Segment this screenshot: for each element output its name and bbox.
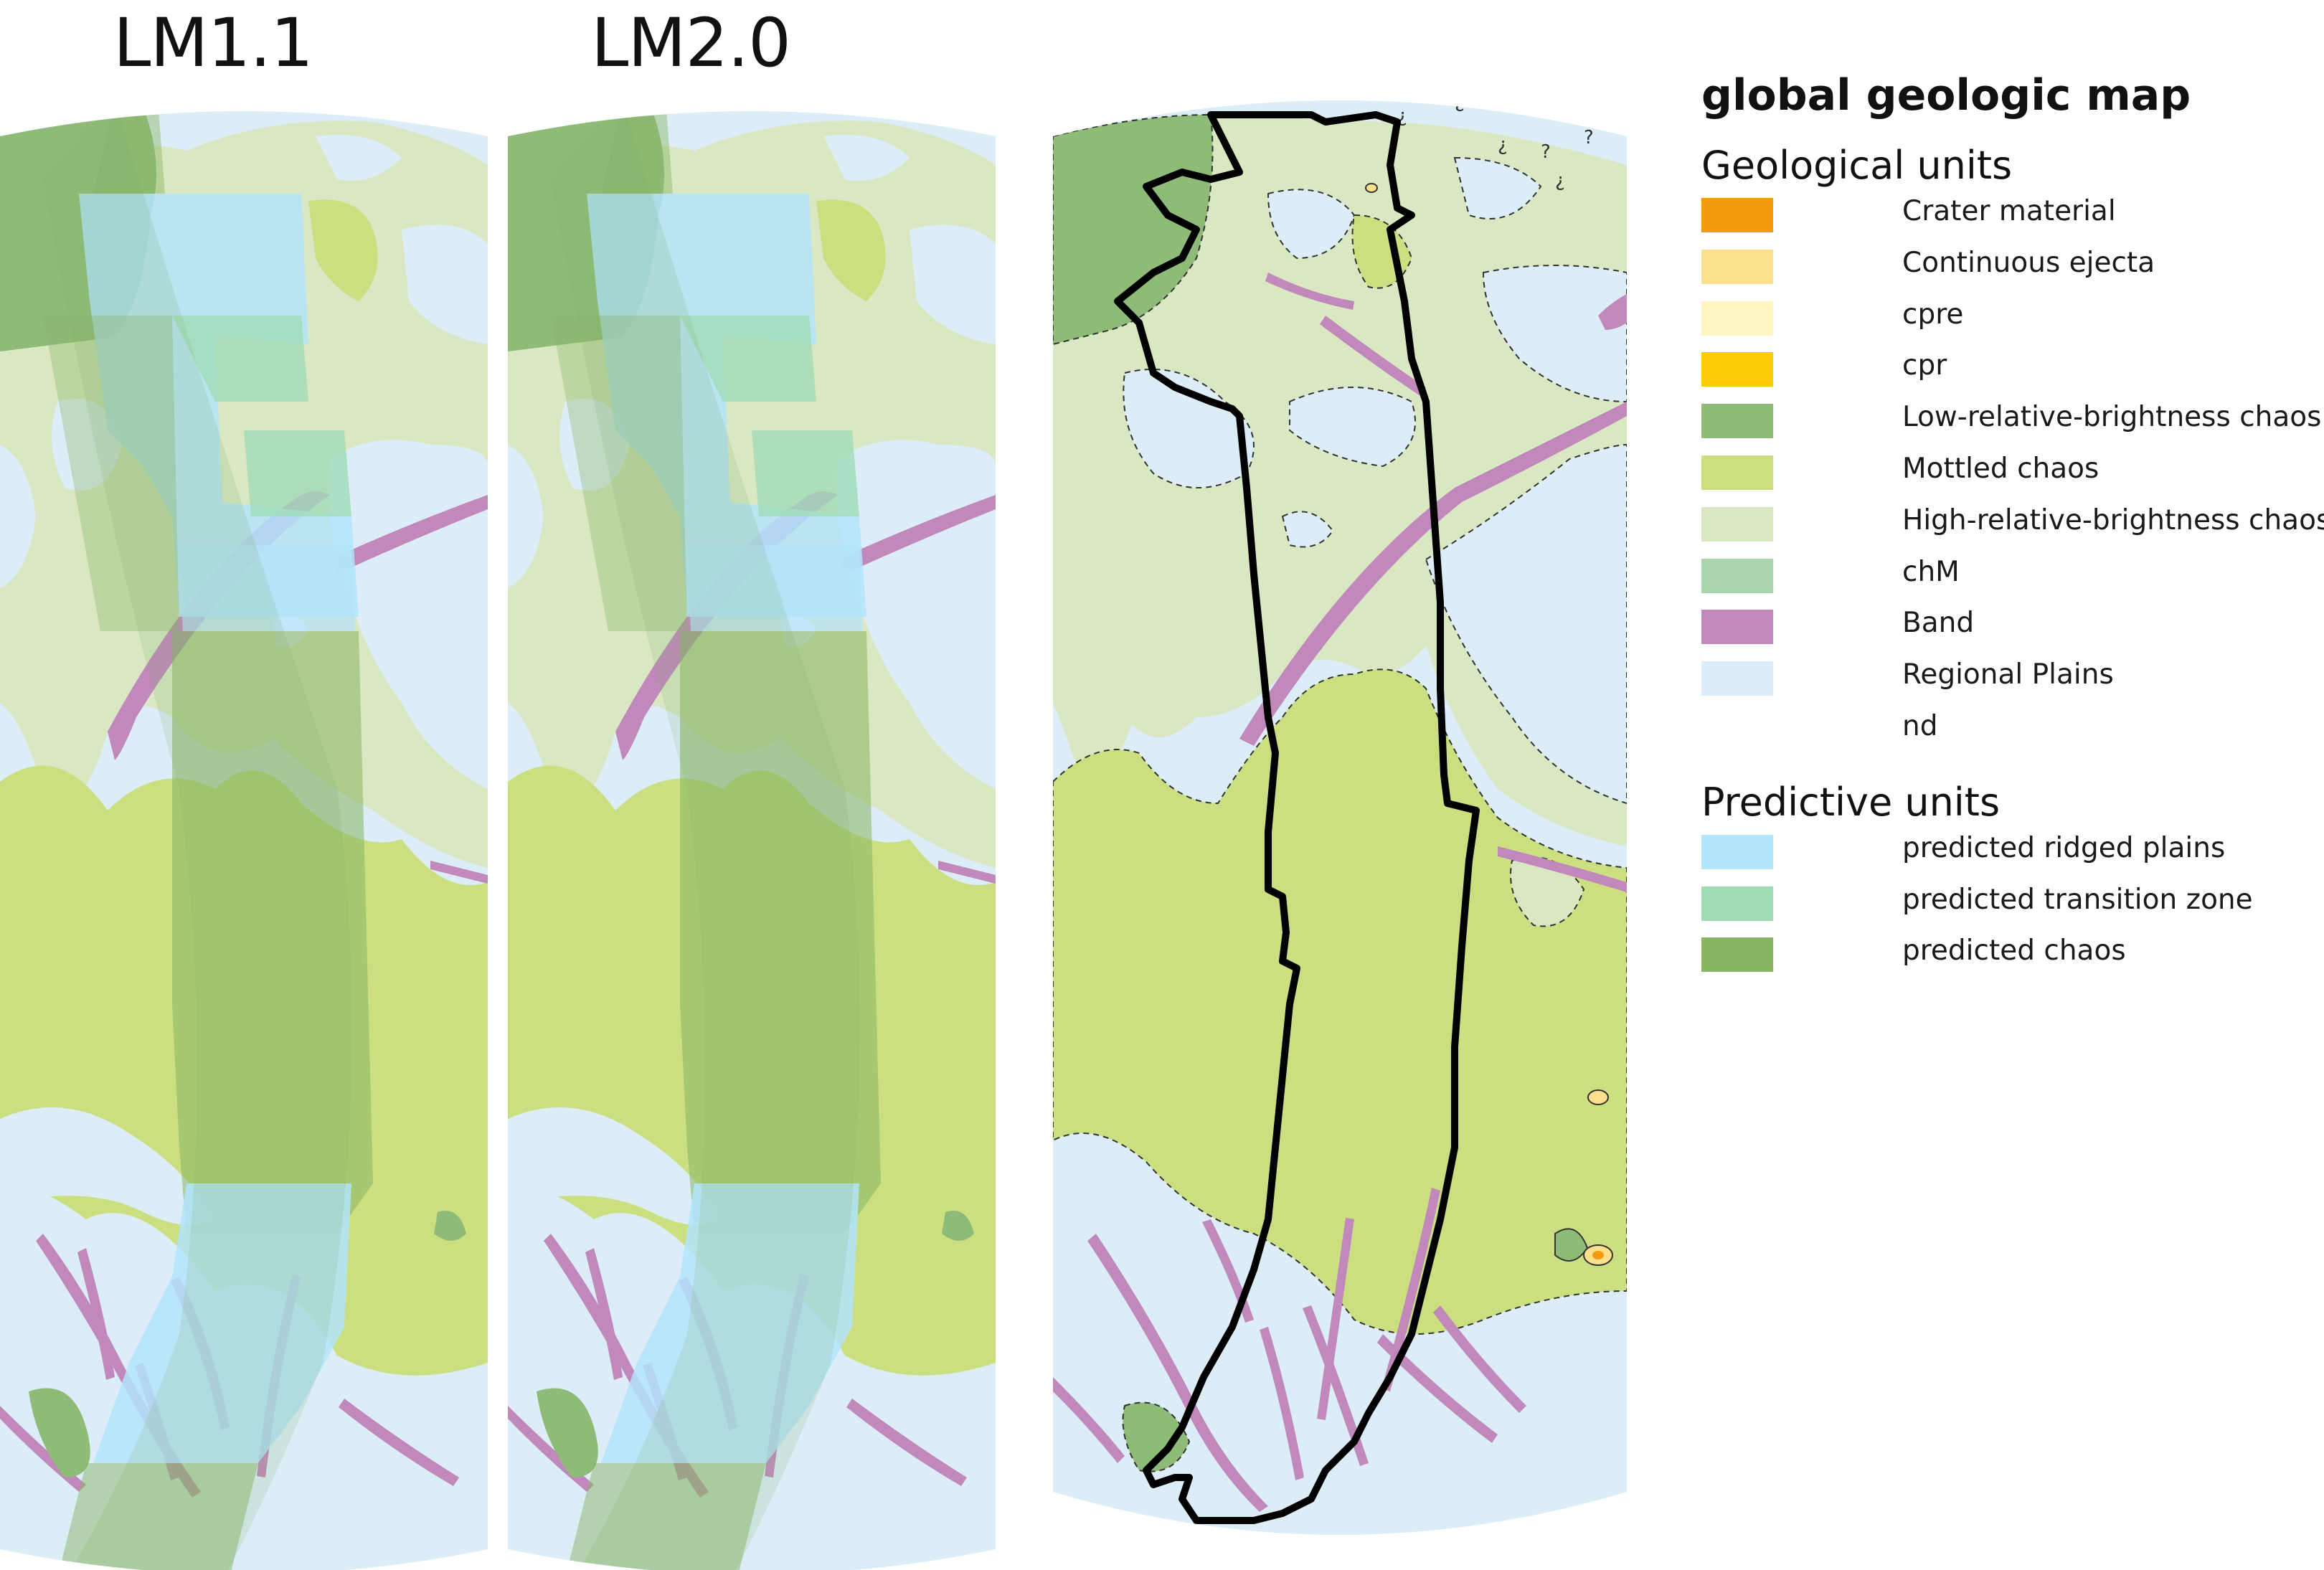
legend-label: Mottled chaos [1902, 452, 2099, 485]
legend-item: predicted chaos [1701, 927, 2318, 979]
svg-text:¿: ¿ [1455, 91, 1465, 113]
legend-label: predicted transition zone [1902, 883, 2253, 916]
legend-item: Band [1701, 600, 2318, 651]
legend-swatch [1701, 506, 1773, 542]
geological-units-heading: Geological units [1701, 143, 2013, 188]
legend-item: predicted transition zone [1701, 876, 2318, 928]
map-lm20 [508, 111, 996, 1570]
legend-swatch [1701, 404, 1773, 439]
legend-label: Band [1902, 607, 1975, 640]
legend-label: Regional Plains [1902, 658, 2114, 691]
panel-lm20: LM2.0 [508, 0, 996, 1570]
legend-item: Regional Plains [1701, 651, 2318, 703]
legend-label: Continuous ejecta [1902, 246, 2155, 279]
legend-swatch [1701, 352, 1773, 387]
legend-label: predicted chaos [1902, 935, 2126, 968]
legend-item: Low-relative-brightness chaos [1701, 394, 2322, 445]
legend-item: Continuous ejecta [1701, 240, 2318, 291]
legend-label: High-relative-brightness chaos [1902, 503, 2324, 536]
legend-label: Low-relative-brightness chaos [1902, 401, 2322, 434]
legend-title: global geologic map [1701, 70, 2191, 120]
legend-swatch [1701, 249, 1773, 284]
legend-swatch [1701, 558, 1773, 593]
legend-swatch [1701, 937, 1773, 973]
legend-swatch [1701, 455, 1773, 490]
map-geologic: ¿ ¿ ¿ ? ? ¿ [1053, 91, 1627, 1535]
panel-geologic: ¿ ¿ ¿ ? ? ¿ [1053, 0, 1627, 1570]
legend-item: High-relative-brightness chaos [1701, 497, 2324, 549]
legend: global geologic map Geological units Cra… [1701, 63, 2324, 979]
legend-label: predicted ridged plains [1902, 831, 2226, 864]
map-lm11 [0, 111, 488, 1570]
svg-text:?: ? [1541, 141, 1551, 163]
predictive-units-list: predicted ridged plains predicted transit… [1701, 825, 2318, 979]
legend-label: Crater material [1902, 195, 2116, 227]
legend-swatch [1701, 198, 1773, 232]
legend-label: chM [1902, 555, 1960, 588]
predictive-units-heading: Predictive units [1701, 779, 2001, 825]
legend-item: chM [1701, 549, 2318, 600]
legend-label: cpr [1902, 349, 1947, 382]
legend-swatch [1701, 712, 1773, 747]
legend-swatch [1701, 661, 1773, 696]
legend-item: nd [1701, 703, 2318, 755]
svg-text:?: ? [1584, 127, 1594, 148]
legend-item: Crater material [1701, 188, 2318, 240]
legend-item: Mottled chaos [1701, 445, 2318, 497]
legend-swatch [1701, 301, 1773, 336]
geological-units-list: Crater material Continuous ejecta cpre cpr L… [1701, 188, 2324, 755]
panel-title: LM2.0 [591, 4, 791, 82]
legend-item: predicted ridged plains [1701, 825, 2318, 876]
panel-title: LM1.1 [113, 4, 313, 82]
legend-swatch [1701, 610, 1773, 645]
svg-text:¿: ¿ [1555, 170, 1565, 191]
svg-text:¿: ¿ [1498, 134, 1508, 156]
legend-swatch [1701, 834, 1773, 869]
legend-item: cpre [1701, 291, 2318, 343]
panel-lm11: LM1.1 [0, 0, 488, 1570]
legend-item: cpr [1701, 342, 2318, 394]
legend-label: nd [1902, 709, 1938, 742]
legend-swatch [1701, 886, 1773, 921]
legend-label: cpre [1902, 298, 1964, 331]
